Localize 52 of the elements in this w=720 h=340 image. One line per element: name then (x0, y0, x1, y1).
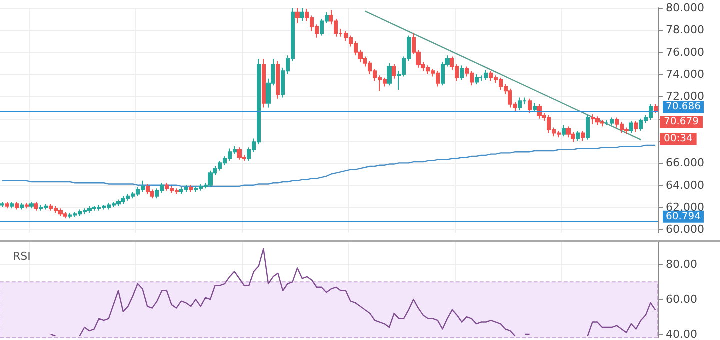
y-tick-label: 80.000 (666, 2, 704, 14)
candlestick (562, 124, 566, 138)
candlestick (528, 98, 532, 114)
candlestick (295, 8, 300, 24)
y-tick-label: 72.000 (666, 90, 704, 104)
candlestick (629, 120, 633, 134)
candlestick (5, 201, 9, 210)
candlestick (533, 102, 537, 113)
candlestick (586, 115, 590, 140)
candlestick (392, 64, 396, 80)
candlestick (208, 170, 213, 188)
candlestick (262, 58, 266, 108)
candlestick (566, 126, 571, 138)
candlestick (581, 130, 585, 142)
candlestick (300, 8, 304, 22)
candlestick (29, 201, 34, 210)
candlestick (387, 62, 392, 86)
candlestick (34, 201, 38, 212)
candlestick (10, 201, 14, 210)
candlestick (25, 202, 29, 210)
y-tick-label: 74.000 (666, 68, 704, 82)
candlestick (87, 206, 92, 214)
candlestick (276, 60, 280, 100)
candlestick (634, 120, 638, 133)
text: 00:34 (664, 134, 693, 144)
y-tick-label: 78.000 (666, 24, 704, 37)
y-tick-label: 64.000 (666, 178, 704, 192)
candlestick (595, 116, 600, 126)
candlestick (475, 74, 479, 85)
candlestick (116, 199, 121, 207)
ref-line-label: 60.794 (666, 211, 701, 222)
candlestick (189, 184, 193, 192)
ref-line-label: 70.686 (666, 102, 701, 113)
y-tick-label: 66.000 (666, 156, 704, 170)
y-tick-label: 60.000 (666, 223, 704, 236)
text: RSI (13, 250, 31, 263)
candlestick (576, 130, 580, 142)
candlestick (20, 202, 24, 210)
line-series (2, 144, 656, 188)
candlestick (58, 208, 63, 217)
text: 70.679 (664, 116, 699, 128)
y-tick-label: 60.00 (666, 293, 698, 306)
candlestick (15, 201, 19, 210)
candlestick (537, 104, 542, 120)
candlestick (460, 65, 464, 81)
candlestick (237, 147, 242, 160)
candlestick (654, 104, 658, 114)
y-tick-label: 80.00 (666, 258, 698, 272)
y-tick-label: 76.000 (666, 46, 704, 59)
candlestick (146, 184, 150, 195)
y-tick-label: 40.00 (666, 328, 698, 340)
candlestick (0, 201, 4, 208)
